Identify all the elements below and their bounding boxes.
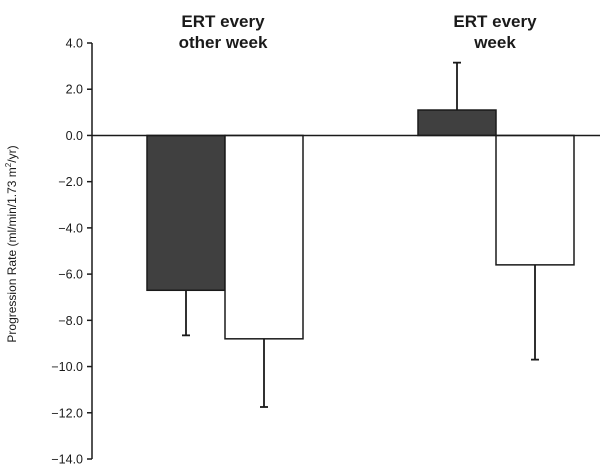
y-axis-label: Progression Rate (ml/min/1.73 m2/yr): [4, 145, 19, 342]
bar: [146, 134, 226, 292]
y-tick-label: 4.0: [66, 37, 83, 51]
y-tick-label: −8.0: [58, 314, 83, 328]
y-tick-label: 2.0: [66, 83, 83, 97]
group-title-line: ERT every: [453, 12, 537, 31]
y-axis-ticks: 4.0 2.0 0.0 −2.0 −4.0 −6.0 −8.0 −10.0 −12.0 −14.0: [51, 37, 92, 464]
y-axis-label-suffix: /yr): [5, 145, 19, 162]
y-tick-label: −14.0: [51, 453, 83, 464]
y-tick-label: 0.0: [66, 129, 83, 143]
group-title-line: ERT every: [181, 12, 265, 31]
bars: [146, 109, 575, 340]
bar: [495, 134, 575, 266]
y-tick-label: −4.0: [58, 221, 83, 235]
y-tick-label: −10.0: [51, 360, 83, 374]
group-title-line: other week: [179, 33, 268, 52]
group-title-line: week: [473, 33, 516, 52]
bar: [417, 109, 497, 137]
error-bars: [182, 61, 539, 408]
y-tick-label: −2.0: [58, 175, 83, 189]
y-axis-label-superscript: 2: [4, 162, 13, 167]
bar: [224, 134, 304, 340]
group-titles: ERT every other week ERT every week: [179, 12, 538, 52]
y-tick-label: −12.0: [51, 406, 83, 420]
y-tick-label: −6.0: [58, 268, 83, 282]
y-axis-label-main: Progression Rate (ml/min/1.73 m: [5, 167, 19, 342]
